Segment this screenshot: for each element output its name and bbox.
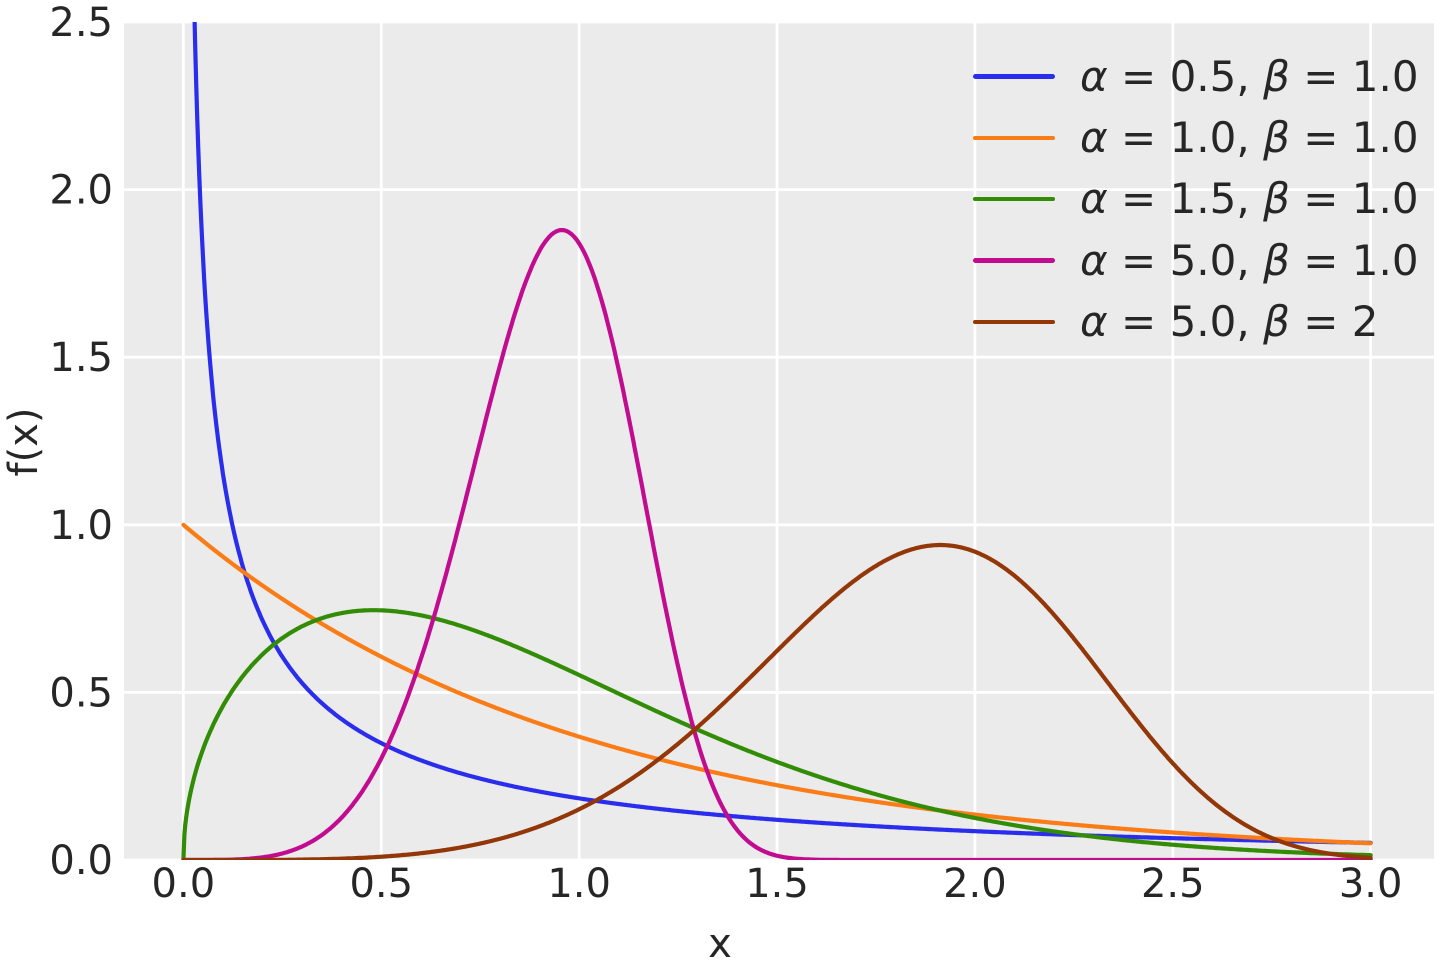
legend-item: α = 0.5, β = 1.0 — [973, 46, 1419, 107]
curve-alpha-1-beta-1 — [181, 522, 1373, 846]
curves — [181, 22, 1373, 860]
y-tick-label: 0.5 — [49, 670, 113, 716]
curve-alpha-1.5-beta-1 — [181, 608, 1373, 860]
legend-item: α = 5.0, β = 2 — [973, 291, 1419, 352]
legend-label: α = 0.5, β = 1.0 — [1080, 51, 1419, 101]
x-tick-label: 0.0 — [152, 861, 216, 907]
legend-item: α = 1.5, β = 1.0 — [973, 169, 1419, 230]
x-tick-label: 2.5 — [1141, 861, 1205, 907]
tick-labels: 0.0 0.5 1.0 1.5 2.0 2.5 3.0 0.0 0.5 1.0 1.5 2.0 2.5 — [49, 0, 1402, 907]
y-tick-label: 1.0 — [49, 503, 113, 549]
x-tick-label: 0.5 — [349, 861, 413, 907]
x-tick-label: 2.0 — [943, 861, 1007, 907]
y-axis-label: f(x) — [1, 407, 47, 477]
legend-line-swatch — [973, 319, 1055, 325]
y-tick-label: 1.5 — [49, 335, 113, 381]
legend-label: α = 5.0, β = 2 — [1080, 296, 1379, 346]
legend-line-swatch — [973, 258, 1055, 263]
legend: α = 0.5, β = 1.0 α = 1.0, β = 1.0 α = 1.5,… — [973, 46, 1419, 352]
legend-label: α = 1.0, β = 1.0 — [1080, 112, 1419, 162]
x-tick-label: 3.0 — [1339, 861, 1403, 907]
legend-item: α = 1.0, β = 1.0 — [973, 107, 1419, 168]
x-axis-label: x — [708, 921, 732, 960]
x-tick-label: 1.0 — [547, 861, 611, 907]
legend-label: α = 1.5, β = 1.0 — [1080, 174, 1419, 224]
y-tick-label: 2.0 — [49, 168, 113, 214]
x-tick-label: 1.5 — [745, 861, 809, 907]
curve-alpha-5-beta-2 — [181, 542, 1373, 860]
legend-line-swatch — [973, 74, 1055, 79]
curve-alpha-5-beta-1 — [181, 228, 1373, 860]
y-tick-label: 0.0 — [49, 838, 113, 884]
legend-label: α = 5.0, β = 1.0 — [1080, 235, 1419, 285]
y-tick-label: 2.5 — [49, 0, 113, 46]
legend-line-swatch — [973, 135, 1055, 141]
curve-alpha-0.5-beta-1 — [192, 22, 1373, 845]
legend-line-swatch — [973, 196, 1055, 202]
legend-item: α = 5.0, β = 1.0 — [973, 230, 1419, 291]
